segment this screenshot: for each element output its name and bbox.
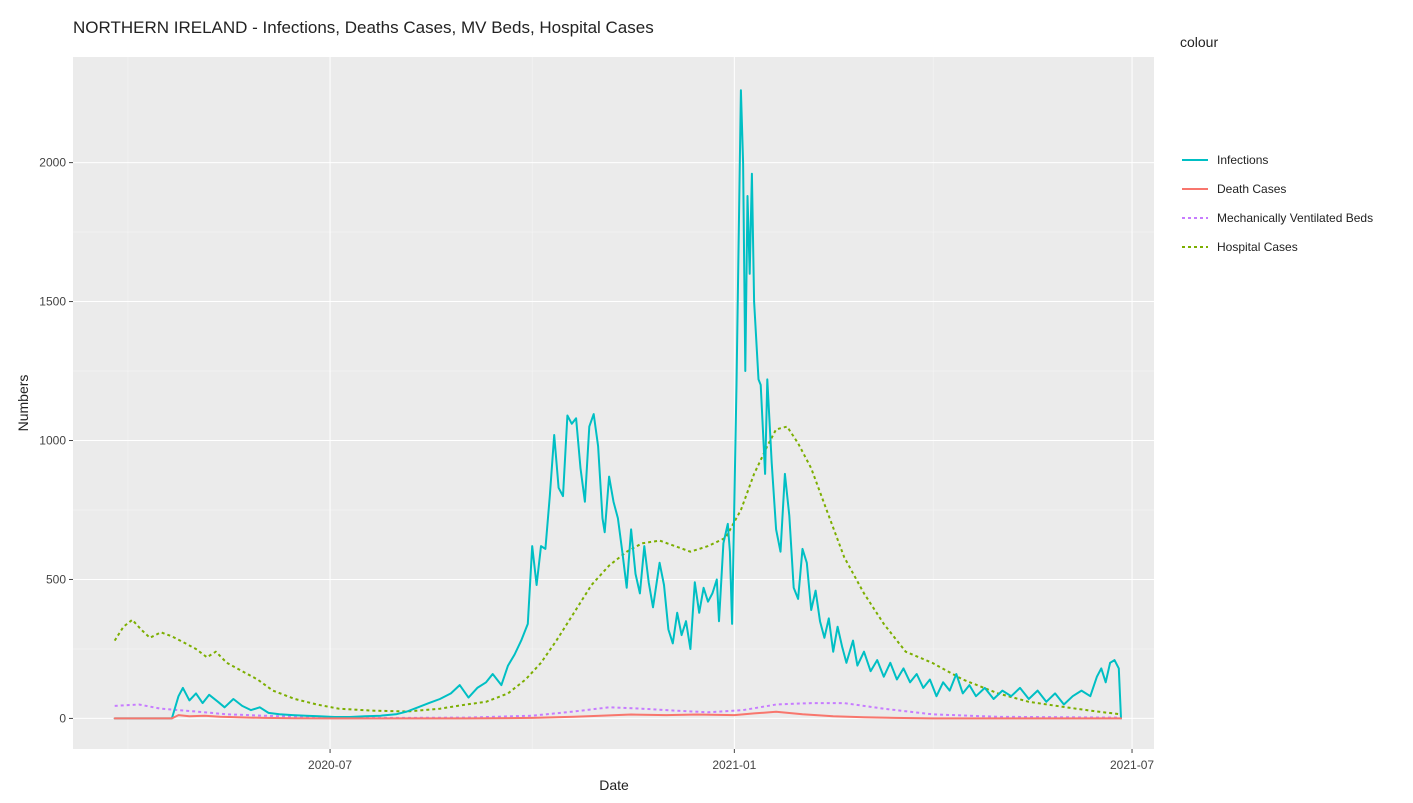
legend: colour Infections Death Cases Mechanically… [1180,34,1405,261]
legend-label: Hospital Cases [1217,239,1298,254]
y-tick-label: 1000 [39,434,66,448]
legend-swatch [1182,245,1208,248]
series-line-death-cases [113,710,1122,720]
legend-swatch [1182,187,1208,190]
x-tick-label: 2020-07 [308,758,352,772]
series-line-hospital-cases [113,425,1122,716]
legend-swatch [1182,216,1208,219]
legend-item[interactable]: Death Cases [1180,174,1405,203]
y-axis-title: Numbers [15,375,31,432]
legend-item[interactable]: Infections [1180,145,1405,174]
plot-background [73,57,1154,749]
y-tick-label: 1500 [39,295,66,309]
axis-ticks: 0 500 1000 1500 2000 2020-07 2021-01 2021-07 [39,156,1154,772]
series-line-mechanically-ventilated-beds [114,702,1122,719]
chart-title: NORTHERN IRELAND - Infections, Deaths Ca… [73,18,654,37]
y-tick-label: 500 [46,572,66,586]
legend-label: Infections [1217,152,1269,167]
legend-items: Infections Death Cases Mechanically Ventil… [1180,145,1405,261]
series-layer [113,89,1122,720]
y-tick-label: 2000 [39,156,66,170]
y-tick-label: 0 [59,711,66,725]
x-tick-label: 2021-01 [712,758,756,772]
x-axis-title: Date [599,777,629,793]
legend-title: colour [1180,34,1219,50]
legend-label: Mechanically Ventilated Beds [1217,210,1374,225]
legend-item[interactable]: Hospital Cases [1180,232,1405,261]
legend-label: Death Cases [1217,181,1287,196]
legend-item[interactable]: Mechanically Ventilated Beds [1180,203,1405,232]
series-line-infections [113,89,1122,720]
legend-swatch [1182,158,1208,161]
x-tick-label: 2021-07 [1110,758,1154,772]
